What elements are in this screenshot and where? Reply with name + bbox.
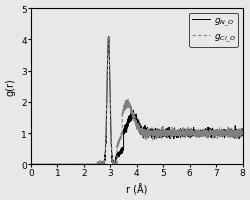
Y-axis label: g(r): g(r) <box>6 78 16 96</box>
Line: $g_{N\_O}$: $g_{N\_O}$ <box>31 37 242 164</box>
$g_{N\_O}$ <box>110 161 113 164</box>
Legend: $g_{N\_O}$, $g_{Cl\_O}$: $g_{N\_O}$, $g_{Cl\_O}$ <box>188 14 237 47</box>
$g_{Cl\_O}$ <box>236 131 239 133</box>
$g_{N\_O}$ <box>213 131 216 134</box>
$g_{N\_O}$ <box>66 163 69 166</box>
$g_{Cl\_O}$ <box>66 163 69 166</box>
$g_{N\_O}$ <box>30 163 32 166</box>
X-axis label: r (Å): r (Å) <box>126 183 147 194</box>
$g_{N\_O}$ <box>236 133 239 135</box>
$g_{N\_O}$ <box>240 132 243 135</box>
$g_{Cl\_O}$ <box>110 155 113 158</box>
$g_{Cl\_O}$ <box>54 163 56 166</box>
$g_{Cl\_O}$ <box>240 134 243 137</box>
$g_{Cl\_O}$ <box>120 136 122 139</box>
$g_{N\_O}$ <box>120 151 122 153</box>
$g_{Cl\_O}$ <box>213 131 216 134</box>
$g_{N\_O}$ <box>106 36 110 39</box>
$g_{Cl\_O}$ <box>30 163 32 166</box>
$g_{N\_O}$ <box>54 163 56 166</box>
$g_{Cl\_O}$ <box>106 37 110 40</box>
Line: $g_{Cl\_O}$: $g_{Cl\_O}$ <box>31 39 242 164</box>
